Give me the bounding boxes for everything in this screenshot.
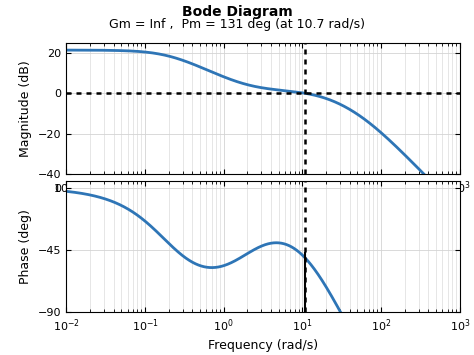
Text: Gm = Inf ,  Pm = 131 deg (at 10.7 rad/s): Gm = Inf , Pm = 131 deg (at 10.7 rad/s): [109, 18, 365, 32]
X-axis label: Frequency (rad/s): Frequency (rad/s): [208, 339, 318, 353]
Y-axis label: Phase (deg): Phase (deg): [19, 209, 32, 284]
Text: Bode Diagram: Bode Diagram: [182, 5, 292, 19]
Y-axis label: Magnitude (dB): Magnitude (dB): [19, 60, 32, 157]
